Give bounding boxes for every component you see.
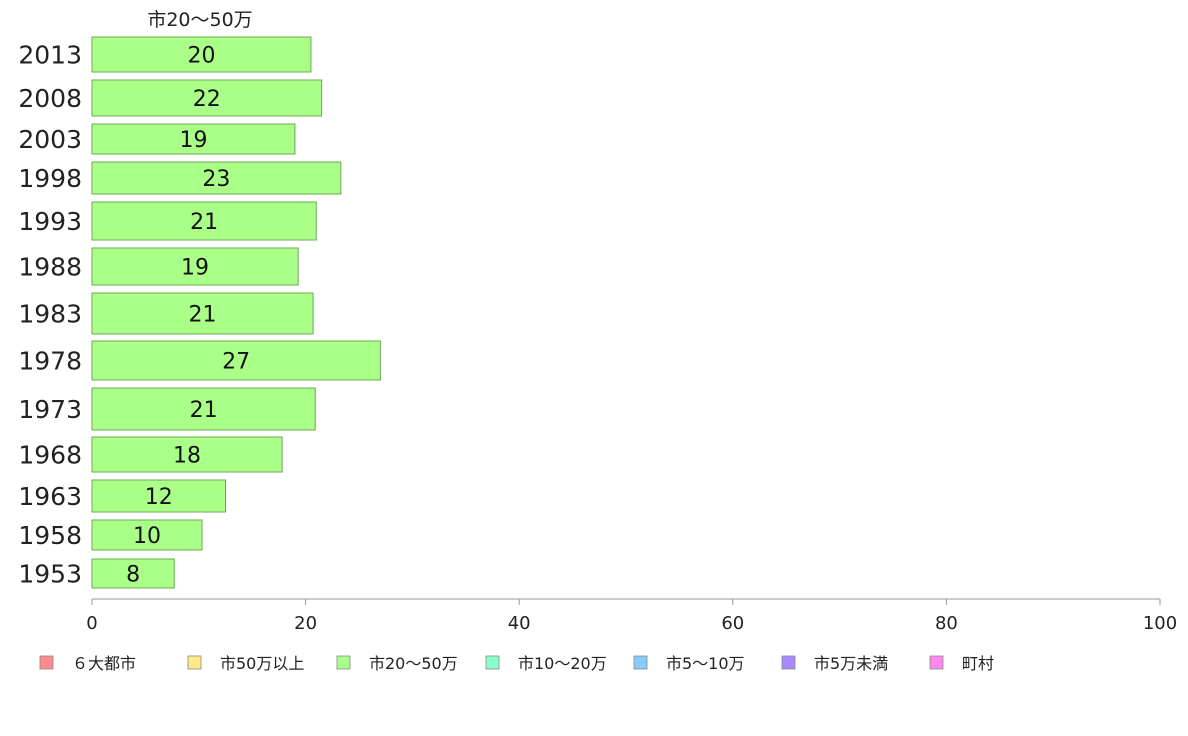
x-tick-label-60: 60 [721, 613, 744, 634]
bar-value-label-1958: 10 [133, 524, 161, 549]
legend-label-4: 市5～10万 [666, 654, 745, 673]
legend-swatch-6 [929, 655, 944, 670]
bar-value-label-1988: 19 [181, 256, 209, 281]
year-label-2008: 2008 [18, 84, 82, 113]
bar-1978 [91, 340, 381, 381]
bar-1983 [91, 292, 314, 335]
bar-value-label-1963: 12 [145, 485, 173, 510]
year-label-1993: 1993 [18, 207, 82, 236]
bar-value-label-1983: 21 [189, 303, 217, 328]
bar-1958 [91, 519, 203, 551]
bar-2003 [91, 123, 296, 155]
bar-1988 [91, 247, 299, 286]
bars-group: 2013 20 2008 22 2003 19 1998 23 1993 21 1988 19 1983… [18, 36, 381, 589]
legend-swatch-4 [633, 655, 648, 670]
year-label-1973: 1973 [18, 395, 82, 424]
year-label-1988: 1988 [18, 253, 82, 282]
year-label-1968: 1968 [18, 441, 82, 470]
year-label-1978: 1978 [18, 347, 82, 376]
legend: ６大都市 市50万以上 市20～50万 市10～20万 市5～10万 市5万未満 町村 [39, 654, 994, 673]
x-tick-label-40: 40 [508, 613, 531, 634]
bar-value-label-2008: 22 [193, 87, 221, 112]
bar-value-label-1968: 18 [173, 444, 201, 469]
bar-2013 [91, 36, 312, 73]
year-label-1983: 1983 [18, 300, 82, 329]
legend-label-0: ６大都市 [72, 654, 136, 673]
legend-label-2: 市20～50万 [369, 654, 458, 673]
bar-value-label-1993: 21 [190, 210, 218, 235]
legend-label-3: 市10～20万 [518, 654, 607, 673]
x-tick-label-80: 80 [935, 613, 958, 634]
bar-1973 [91, 387, 316, 431]
column-title: 市20～50万 [147, 9, 252, 31]
bar-1953 [91, 558, 175, 589]
bar-1998 [91, 161, 342, 195]
bar-1968 [91, 436, 283, 473]
legend-label-1: 市50万以上 [220, 654, 304, 673]
bar-value-label-1978: 27 [222, 350, 250, 375]
legend-swatch-0 [39, 655, 54, 670]
legend-swatch-3 [485, 655, 500, 670]
bar-value-label-1998: 23 [202, 167, 230, 192]
legend-swatch-1 [187, 655, 202, 670]
bar-value-label-1973: 21 [190, 398, 218, 423]
legend-swatch-2 [336, 655, 351, 670]
year-label-2013: 2013 [18, 41, 82, 70]
legend-label-6: 町村 [962, 654, 994, 673]
bar-value-label-2013: 20 [187, 44, 215, 69]
bar-value-label-2003: 19 [179, 128, 207, 153]
bar-2008 [91, 79, 323, 117]
year-label-1958: 1958 [18, 521, 82, 550]
x-tick-label-0: 0 [86, 613, 97, 634]
year-label-1963: 1963 [18, 482, 82, 511]
bar-value-label-1953: 8 [126, 563, 140, 588]
x-tick-label-100: 100 [1143, 613, 1177, 634]
bar-1963 [91, 479, 226, 513]
x-axis: 0 20 40 60 80 100 [86, 598, 1177, 634]
legend-label-5: 市5万未満 [814, 654, 888, 673]
x-tick-label-20: 20 [294, 613, 317, 634]
bar-1993 [91, 201, 317, 241]
legend-swatch-5 [781, 655, 796, 670]
year-label-1998: 1998 [18, 164, 82, 193]
year-label-1953: 1953 [18, 560, 82, 589]
year-label-2003: 2003 [18, 125, 82, 154]
